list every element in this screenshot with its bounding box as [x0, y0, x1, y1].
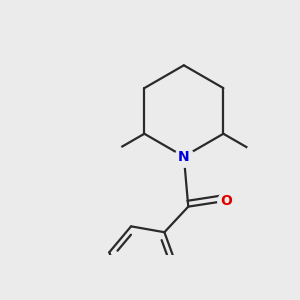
- Text: N: N: [178, 150, 190, 164]
- Text: O: O: [220, 194, 232, 208]
